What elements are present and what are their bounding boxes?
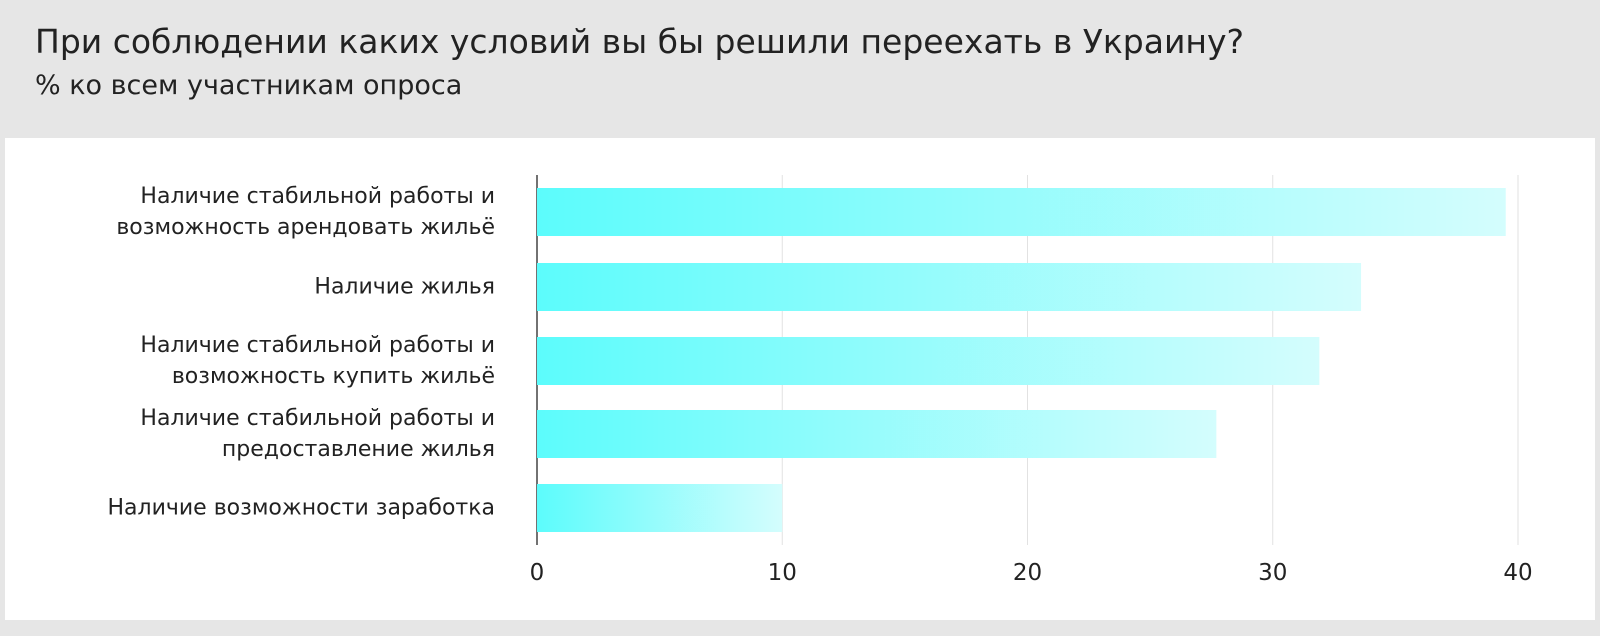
y-tick-label: Наличие стабильной работы и возможность …	[140, 333, 495, 389]
x-tick-label: 40	[1503, 560, 1532, 586]
x-tick-label: 30	[1258, 560, 1287, 586]
chart-title: При соблюдении каких условий вы бы решил…	[35, 22, 1245, 61]
x-tick-label: 10	[768, 560, 797, 586]
y-tick-label: Наличие жилья	[314, 274, 495, 300]
bar	[537, 410, 1217, 458]
bar	[537, 337, 1320, 385]
y-tick-label: Наличие стабильной работы и возможность …	[116, 184, 495, 240]
x-tick-label: 0	[530, 560, 545, 586]
y-tick-label: Наличие возможности заработка	[107, 495, 496, 521]
bar	[537, 263, 1362, 311]
bar	[537, 188, 1506, 236]
chart-subtitle: % ко всем участникам опроса	[35, 70, 463, 101]
y-tick-label: Наличие стабильной работы и предоставлен…	[140, 406, 495, 462]
x-tick-label: 20	[1013, 560, 1042, 586]
bar	[537, 484, 783, 532]
